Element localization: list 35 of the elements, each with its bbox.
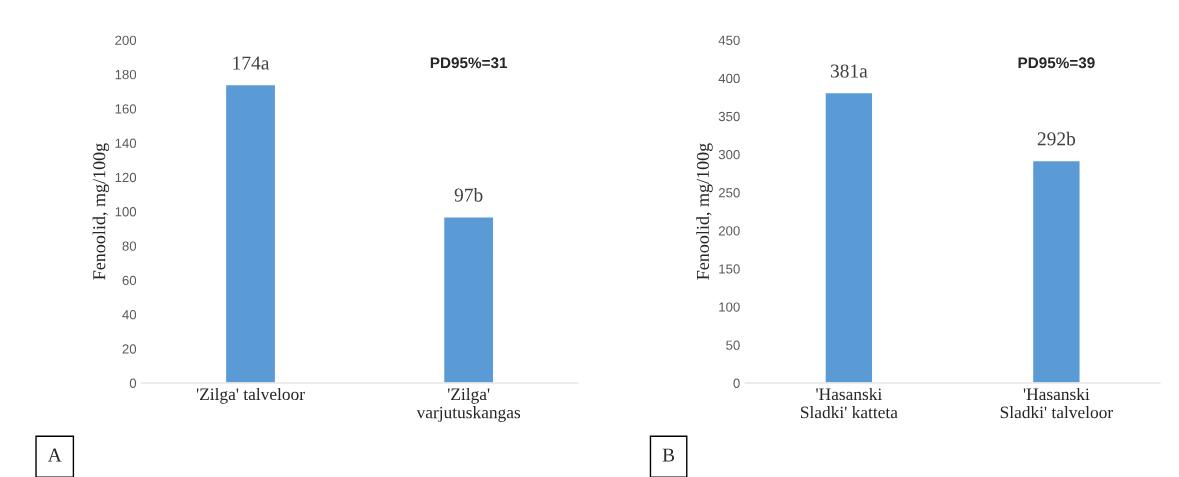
y-tick-label: 50 <box>726 340 740 350</box>
y-tick-label: 120 <box>115 172 137 183</box>
y-tick-label: 350 <box>718 111 740 122</box>
y-tick-label: 20 <box>122 344 137 354</box>
y-tick-label: 200 <box>718 226 740 236</box>
data-label: 381a <box>830 64 868 78</box>
y-tick-label: 140 <box>115 138 137 148</box>
annotation: PD95%=39 <box>1018 57 1095 69</box>
y-tick-label: 400 <box>718 73 740 84</box>
y-tick-label: 80 <box>122 241 137 251</box>
y-tick-label: 60 <box>122 275 137 286</box>
x-tick-label: 'Hasanski Sladki' katteta <box>800 387 898 419</box>
y-axis-title: Fenoolid, mg/100g <box>92 143 110 280</box>
data-label: 174a <box>233 56 270 70</box>
y-tick-label: 300 <box>718 149 740 160</box>
y-tick-label: 450 <box>718 35 740 45</box>
data-label: 97b <box>454 187 483 202</box>
x-tick-label: 'Zilga' varjutuskangas <box>416 387 521 422</box>
y-tick-label: 100 <box>719 302 740 312</box>
y-tick-label: 100 <box>115 207 137 217</box>
y-tick-label: 150 <box>719 264 740 274</box>
y-tick-label: 160 <box>115 104 137 114</box>
y-tick-label: 0 <box>733 378 740 388</box>
text: B <box>662 448 675 462</box>
y-axis-title: Fenoolid, mg/100g <box>696 143 713 280</box>
x-tick-label: 'Zilga' talveloor <box>196 387 305 404</box>
y-tick-label: 40 <box>122 310 137 320</box>
y-tick-label: 250 <box>718 188 740 198</box>
data-label: 292b <box>1037 131 1076 146</box>
y-tick-label: 200 <box>115 35 137 45</box>
x-tick-label: 'Hasanski Sladki' talveloor <box>1000 387 1113 419</box>
annotation: PD95%=31 <box>430 57 508 69</box>
y-tick-label: 180 <box>115 69 137 80</box>
text: A <box>47 448 62 462</box>
y-tick-label: 0 <box>129 378 137 388</box>
